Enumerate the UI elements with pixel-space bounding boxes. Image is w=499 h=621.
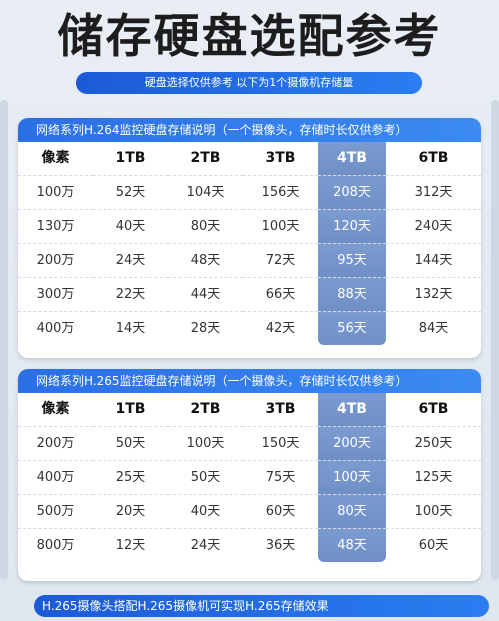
table-cell: 66天 xyxy=(243,278,318,312)
table-cell: 50天 xyxy=(168,461,243,495)
resolution-cell: 200万 xyxy=(18,244,93,278)
resolution-cell: 500万 xyxy=(18,495,93,529)
table-cell: 48天 xyxy=(168,244,243,278)
column-header: 4TB xyxy=(318,142,386,176)
table-cell: 42天 xyxy=(265,321,296,336)
table-cell: 100天 xyxy=(243,210,318,244)
table-cell: 144天 xyxy=(386,244,481,278)
column-header: 6TB xyxy=(386,393,481,427)
column-header: 像素 xyxy=(18,142,93,176)
table-cell: 150天 xyxy=(243,427,318,461)
h265-storage-card: 网络系列H.265监控硬盘存储说明（一个摄像头，存储时长仅供参考） 像素 1TB 2… xyxy=(18,369,481,581)
resolution-cell: 800万 xyxy=(36,538,75,553)
table-cell: 240天 xyxy=(386,210,481,244)
table-cell: 80天 xyxy=(168,210,243,244)
table-cell: 40天 xyxy=(168,495,243,529)
column-header: 6TB xyxy=(386,142,481,176)
table-cell: 125天 xyxy=(386,461,481,495)
column-header: 3TB xyxy=(243,393,318,427)
table-cell: 28天 xyxy=(190,321,221,336)
page-title: 储存硬盘选配参考 xyxy=(57,9,442,63)
table-cell: 104天 xyxy=(168,176,243,210)
h265-card-header: 网络系列H.265监控硬盘存储说明（一个摄像头，存储时长仅供参考） xyxy=(18,369,481,393)
column-header: 1TB xyxy=(93,142,168,176)
table-cell: 72天 xyxy=(243,244,318,278)
table-cell: 52天 xyxy=(93,176,168,210)
table-cell: 250天 xyxy=(386,427,481,461)
resolution-cell: 300万 xyxy=(18,278,93,312)
table-cell: 120天 xyxy=(318,210,386,244)
resolution-cell: 400万 xyxy=(18,461,93,495)
table-cell: 75天 xyxy=(243,461,318,495)
table-cell: 60天 xyxy=(243,495,318,529)
column-header: 1TB xyxy=(93,393,168,427)
subtitle-banner: 硬盘选择仅供参考 以下为1个摄像机存储量 xyxy=(76,72,422,94)
table-cell: 208天 xyxy=(318,176,386,210)
column-header: 2TB xyxy=(168,142,243,176)
table-cell: 88天 xyxy=(318,278,386,312)
table-cell: 80天 xyxy=(318,495,386,529)
table-cell: 24天 xyxy=(190,538,221,553)
table-cell: 50天 xyxy=(93,427,168,461)
table-cell: 24天 xyxy=(93,244,168,278)
table-cell: 312天 xyxy=(386,176,481,210)
table-cell: 95天 xyxy=(318,244,386,278)
table-cell: 14天 xyxy=(115,321,146,336)
column-header: 像素 xyxy=(18,393,93,427)
right-edge-decoration xyxy=(491,100,499,580)
column-header: 3TB xyxy=(243,142,318,176)
table-cell: 60天 xyxy=(418,538,449,553)
resolution-cell: 130万 xyxy=(18,210,93,244)
resolution-cell: 200万 xyxy=(18,427,93,461)
resolution-cell: 400万 xyxy=(36,321,75,336)
left-edge-decoration xyxy=(0,100,8,580)
table-cell: 36天 xyxy=(265,538,296,553)
h264-card-header: 网络系列H.264监控硬盘存储说明（一个摄像头，存储时长仅供参考） xyxy=(18,118,481,142)
table-cell: 100天 xyxy=(386,495,481,529)
h265-storage-table: 像素 1TB 2TB 3TB 4TB 6TB 200万 50天 100天 150天 200天 250天… xyxy=(18,393,481,562)
table-cell: 12天 xyxy=(115,538,146,553)
table-cell: 48天 xyxy=(318,529,386,562)
column-header: 2TB xyxy=(168,393,243,427)
table-cell: 20天 xyxy=(93,495,168,529)
table-cell: 156天 xyxy=(243,176,318,210)
h264-storage-table: 像素 1TB 2TB 3TB 4TB 6TB 100万 52天 104天 156天 208天 312天… xyxy=(18,142,481,345)
table-cell: 44天 xyxy=(168,278,243,312)
table-cell: 25天 xyxy=(93,461,168,495)
table-cell: 22天 xyxy=(93,278,168,312)
resolution-cell: 100万 xyxy=(18,176,93,210)
table-cell: 100天 xyxy=(168,427,243,461)
footer-banner: H.265摄像头搭配H.265摄像机可实现H.265存储效果 xyxy=(34,595,489,617)
h264-storage-card: 网络系列H.264监控硬盘存储说明（一个摄像头，存储时长仅供参考） 像素 1TB 2… xyxy=(18,118,481,358)
column-header: 4TB xyxy=(318,393,386,427)
table-cell: 100天 xyxy=(318,461,386,495)
table-cell: 56天 xyxy=(318,312,386,345)
table-cell: 84天 xyxy=(418,321,449,336)
table-cell: 200天 xyxy=(318,427,386,461)
table-cell: 40天 xyxy=(93,210,168,244)
table-cell: 132天 xyxy=(386,278,481,312)
